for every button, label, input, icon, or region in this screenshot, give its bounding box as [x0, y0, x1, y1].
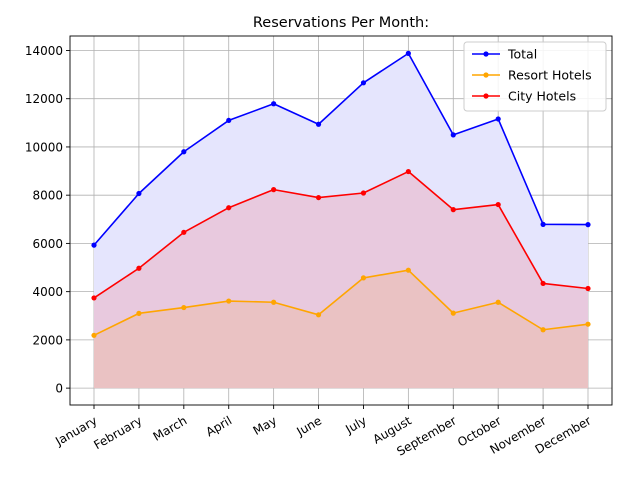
point-total: [91, 242, 97, 248]
point-city-hotels: [360, 190, 367, 196]
point-total: [271, 101, 277, 107]
y-tick-label: 8000: [32, 189, 63, 203]
point-city-hotels: [495, 201, 501, 208]
point-resort-hotels: [226, 298, 232, 304]
point-resort-hotels: [315, 312, 322, 318]
point-total: [136, 190, 142, 197]
point-resort-hotels: [360, 275, 367, 281]
area-city-hotels: [94, 171, 588, 389]
y-tick-label: 0: [55, 382, 63, 396]
line-total: [93, 52, 589, 246]
point-total: [585, 222, 591, 228]
point-total: [540, 221, 546, 227]
legend-label-city-hotels: City Hotels: [508, 89, 576, 104]
point-total: [450, 132, 456, 138]
point-city-hotels: [136, 265, 142, 271]
y-tick-label: 4000: [32, 285, 63, 299]
axes: [66, 35, 613, 409]
point-resort-hotels: [585, 321, 591, 327]
legend-label-resort-hotels: Resort Hotels: [508, 68, 592, 83]
point-total: [405, 50, 411, 56]
area-fills: [94, 53, 588, 389]
area-total: [94, 53, 588, 389]
point-total: [315, 121, 322, 127]
point-city-hotels: [405, 168, 411, 175]
point-resort-hotels: [91, 332, 97, 338]
legend-label-total: Total: [507, 47, 537, 62]
point-resort-hotels: [405, 267, 411, 273]
series-points: [91, 50, 591, 338]
point-resort-hotels: [450, 310, 456, 316]
legend-marker-resort-hotels: [483, 72, 489, 78]
area-resort-hotels: [94, 270, 588, 389]
y-tick-label: 12000: [25, 92, 63, 106]
point-total: [360, 80, 367, 86]
point-city-hotels: [181, 229, 187, 235]
legend-marker-city-hotels: [483, 93, 489, 99]
line-resort-hotels: [93, 269, 589, 337]
y-tick-label: 2000: [32, 333, 63, 347]
point-city-hotels: [315, 194, 322, 201]
plot-frame: [69, 35, 613, 406]
legend-box: [463, 41, 607, 112]
point-resort-hotels: [495, 299, 501, 305]
point-total: [226, 117, 232, 124]
point-city-hotels: [450, 207, 456, 213]
y-tick-labels: 0 2000 4000 6000 8000 10000 12000 14000: [25, 44, 63, 396]
y-tick-label: 6000: [32, 237, 63, 251]
point-resort-hotels: [540, 327, 546, 333]
line-city-hotels: [93, 170, 589, 299]
point-resort-hotels: [181, 304, 187, 311]
point-city-hotels: [91, 295, 97, 301]
point-city-hotels: [585, 285, 591, 292]
point-resort-hotels: [136, 310, 142, 316]
legend-marker-total: [483, 51, 489, 57]
series-lines: [93, 52, 589, 337]
y-tick-label: 14000: [25, 44, 63, 58]
point-city-hotels: [271, 187, 277, 193]
y-tick-label: 10000: [25, 140, 63, 154]
chart-title: Reservations Per Month:: [253, 15, 429, 31]
point-resort-hotels: [271, 299, 277, 305]
point-city-hotels: [540, 280, 546, 287]
point-total: [495, 116, 501, 122]
point-city-hotels: [226, 205, 232, 211]
point-total: [181, 149, 187, 155]
legend: Total Resort Hotels City Hotels: [463, 41, 607, 112]
